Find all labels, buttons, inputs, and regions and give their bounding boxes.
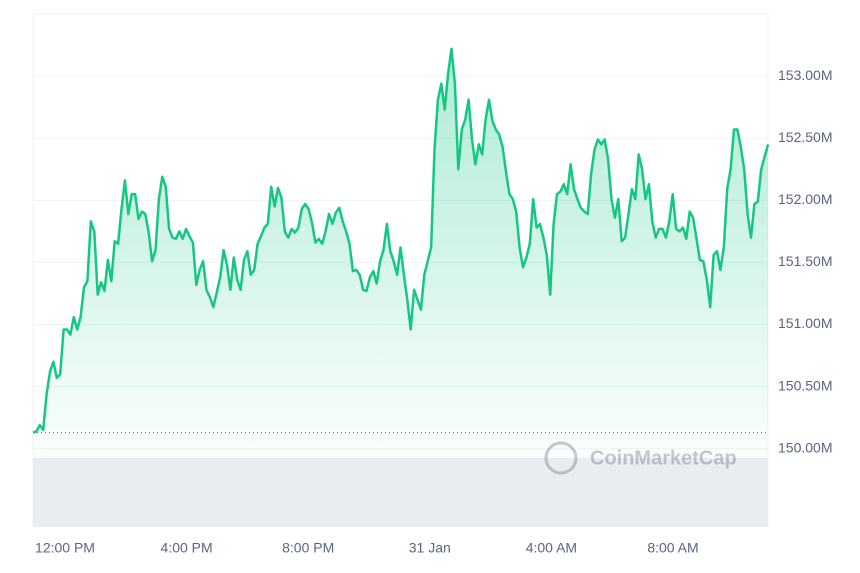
x-tick-label: 31 Jan	[409, 540, 451, 556]
watermark: CoinMarketCap	[544, 441, 737, 475]
y-tick-label: 151.50M	[778, 253, 832, 269]
x-tick-label: 4:00 AM	[526, 540, 577, 556]
area	[33, 48, 768, 528]
y-tick-label: 153.00M	[778, 67, 832, 83]
y-tick-label: 150.50M	[778, 377, 832, 393]
x-tick-label: 4:00 PM	[161, 540, 213, 556]
price-line	[32, 47, 770, 434]
y-tick-label: 150.00M	[778, 439, 832, 455]
x-tick-label: 8:00 PM	[282, 540, 334, 556]
watermark-logo	[544, 441, 578, 475]
y-tick-label: 152.00M	[778, 191, 832, 207]
watermark-text: CoinMarketCap	[590, 447, 737, 469]
x-tick-label: 12:00 PM	[35, 540, 95, 556]
x-tick-label: 8:00 AM	[647, 540, 698, 556]
y-tick-label: 152.50M	[778, 129, 832, 145]
y-tick-label: 151.00M	[778, 315, 832, 331]
